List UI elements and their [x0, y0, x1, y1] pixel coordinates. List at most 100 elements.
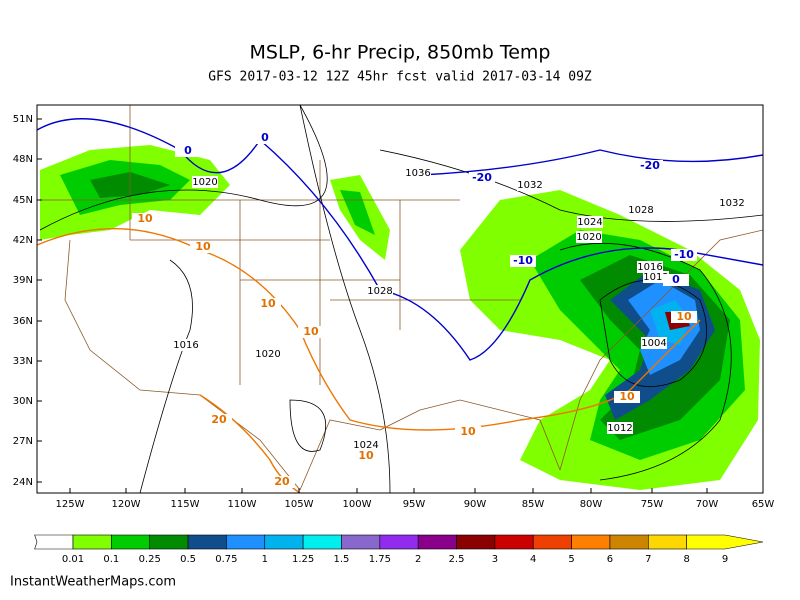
- lon-label: 85W: [522, 499, 545, 510]
- lon-label: 110W: [228, 499, 257, 510]
- lon-label: 80W: [580, 499, 603, 510]
- temp-label-warm: 10: [460, 425, 476, 438]
- colorbar-label: 0.75: [215, 554, 237, 565]
- colorbar-label: 2.5: [449, 554, 465, 565]
- colorbar-label: 1.75: [369, 554, 391, 565]
- temp-label-warm: 10: [676, 310, 692, 323]
- temp-label-cold: -20: [640, 159, 660, 172]
- isobar-label: 1004: [641, 338, 666, 349]
- isobar-label-bg: [637, 261, 663, 273]
- temp-label-warm: 10: [137, 212, 153, 225]
- lon-label: 90W: [464, 499, 487, 510]
- colorbar-swatch: [571, 534, 611, 550]
- temp-label-warm: 10: [619, 390, 635, 403]
- isobar-label: 1020: [576, 232, 601, 243]
- footer-credit: InstantWeatherMaps.com: [10, 575, 176, 590]
- temp-label-warm-bg: [132, 213, 158, 225]
- colorbar-swatch: [149, 534, 189, 550]
- colorbar-swatch: [226, 534, 266, 550]
- isobar-label-bg: [192, 176, 218, 188]
- isobar-label-bg: [353, 439, 379, 451]
- colorbar-label: 1: [262, 554, 268, 565]
- lon-label: 75W: [641, 499, 664, 510]
- temp-label-warm: 20: [211, 413, 227, 426]
- temp-label-warm-bg: [190, 241, 216, 253]
- isobar-label: 1016: [173, 340, 198, 351]
- lon-label: 100W: [343, 499, 372, 510]
- colorbar-label: 0.5: [180, 554, 196, 565]
- colorbar-swatch: [264, 534, 304, 550]
- title: MSLP, 6-hr Precip, 850mb Temp: [250, 42, 551, 64]
- lon-label: 95W: [403, 499, 426, 510]
- colorbar-swatch: [302, 534, 342, 550]
- colorbar-swatch: [111, 534, 151, 550]
- temp-label-warm: 20: [274, 475, 290, 488]
- colorbar-label: 9: [722, 554, 728, 565]
- map-frame: [36, 104, 764, 494]
- isobar-label-bg: [607, 422, 633, 434]
- temp-label-cold: 0: [672, 273, 680, 286]
- lon-label: 65W: [752, 499, 775, 510]
- lon-label: 105W: [285, 499, 314, 510]
- temp-label-cold: -10: [513, 254, 533, 267]
- isobar-label: 1020: [255, 349, 280, 360]
- lat-label: 30N: [13, 396, 33, 407]
- colorbar-label: 3: [492, 554, 498, 565]
- colorbar-swatch: [341, 534, 381, 550]
- isobar-label: 1032: [719, 198, 744, 209]
- colorbar-swatch: [609, 534, 649, 550]
- lon-label: 70W: [696, 499, 719, 510]
- colorbar-swatch: [72, 534, 112, 550]
- isobar-label: 1024: [577, 217, 602, 228]
- lat-label: 42N: [13, 235, 33, 246]
- isobar-label: 1020: [192, 177, 217, 188]
- temp-label-warm: 10: [303, 325, 319, 338]
- temp-label-cold-bg: [637, 160, 663, 172]
- temp-label-warm: 10: [260, 297, 276, 310]
- lat-label: 48N: [13, 154, 33, 165]
- isobar-label-bg: [517, 179, 543, 191]
- lat-label: 33N: [13, 356, 33, 367]
- temp-label-cold-bg: [252, 132, 278, 144]
- temp-label-cold-bg: [175, 145, 201, 157]
- lon-label: 125W: [56, 499, 85, 510]
- isobar-label-bg: [405, 167, 431, 179]
- colorbar-swatch: [532, 534, 572, 550]
- isobar-label: 1012: [607, 423, 632, 434]
- colorbar-label: 0.25: [139, 554, 161, 565]
- temp-label-cold: 0: [261, 131, 269, 144]
- colorbar-label: 0.01: [62, 554, 84, 565]
- temp-label-warm-bg: [455, 426, 481, 438]
- isobar-label: 1028: [367, 286, 392, 297]
- isobar-label-bg: [628, 204, 654, 216]
- isobar-label-bg: [577, 216, 603, 228]
- temp-label-warm-bg: [671, 311, 697, 323]
- isobar-label-bg: [643, 271, 669, 283]
- lat-label: 27N: [13, 436, 33, 447]
- isobar-label: 1036: [405, 168, 430, 179]
- isobar-label-bg: [576, 231, 602, 243]
- isobar-label-bg: [641, 337, 667, 349]
- colorbar-swatch: [417, 534, 457, 550]
- isobar-label: 1024: [353, 440, 378, 451]
- temp-label-warm-bg: [298, 326, 324, 338]
- lat-label: 51N: [13, 114, 33, 125]
- colorbar-end-right: [686, 534, 764, 550]
- isobar-label: 1028: [628, 205, 653, 216]
- colorbar-label: 1.25: [292, 554, 314, 565]
- temp-label-warm-bg: [255, 298, 281, 310]
- colorbar-label: 7: [645, 554, 651, 565]
- subtitle: GFS 2017-03-12 12Z 45hr fcst valid 2017-…: [208, 70, 592, 85]
- isobar-label: 1016: [637, 262, 662, 273]
- colorbar-swatch: [187, 534, 227, 550]
- colorbar: 0.01 0.1 0.25 0.5 0.75 1 1.25 1.5 1.75 2 2.5 3 4 5 6 7 8…: [34, 534, 764, 565]
- temp-label-cold-bg: [663, 274, 689, 286]
- isobar-label-bg: [173, 339, 199, 351]
- lat-label: 24N: [13, 477, 33, 488]
- lat-label: 39N: [13, 275, 33, 286]
- temp-label-warm-bg: [614, 391, 640, 403]
- temp-label-warm-bg: [269, 476, 295, 488]
- temp-label-warm-bg: [206, 414, 232, 426]
- isobar-label: 1012: [643, 272, 668, 283]
